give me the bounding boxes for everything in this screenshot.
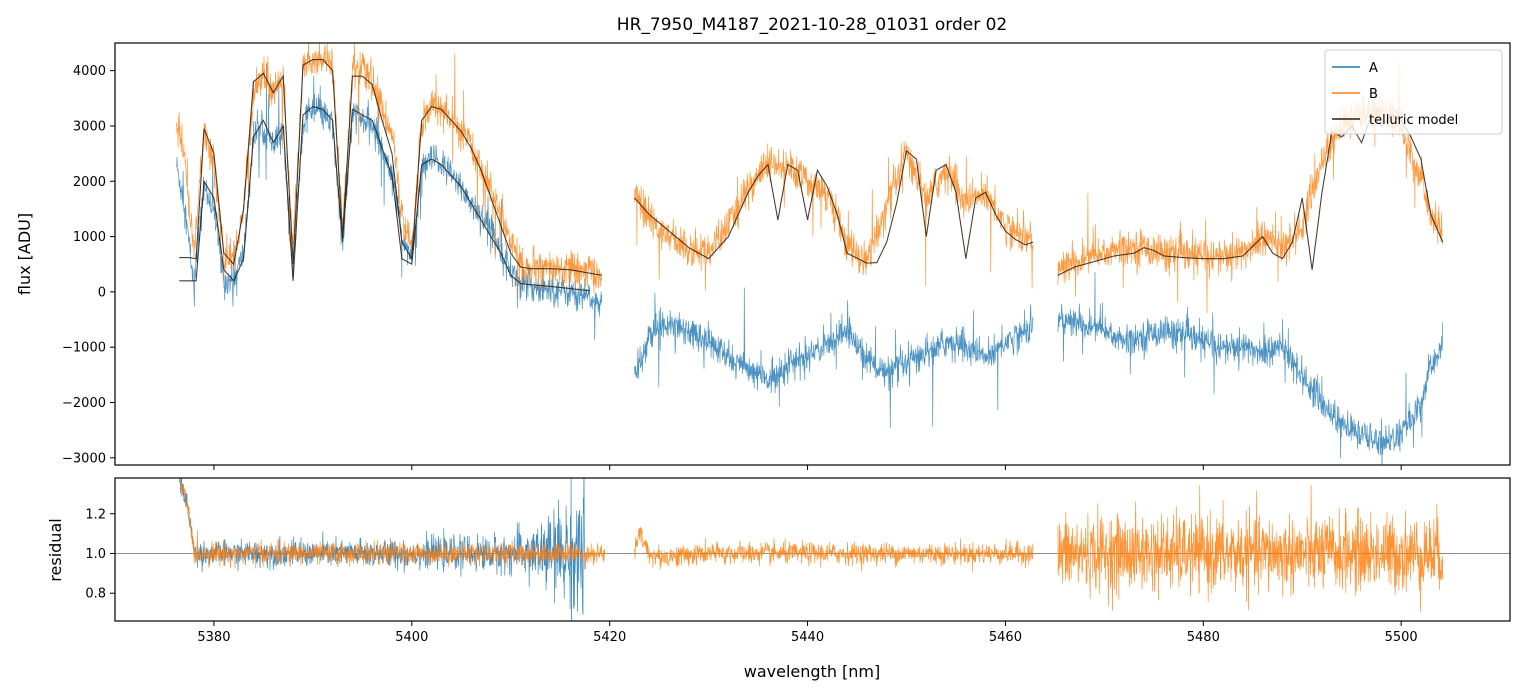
x-tick-label-5420: 5420 <box>593 630 626 645</box>
legend-label-a: A <box>1369 61 1378 76</box>
chart-title: HR_7950_M4187_2021-10-28_01031 order 02 <box>617 15 1007 35</box>
x-tick-label-5400: 5400 <box>395 630 428 645</box>
y-tick-label-3000: 3000 <box>73 119 106 134</box>
series-a-segment-1 <box>634 287 1034 429</box>
residual-series-b-segment-1 <box>634 526 1034 572</box>
series-telluric-model-segment-1 <box>179 59 602 276</box>
legend: A B telluric model <box>1324 49 1503 135</box>
series-telluric-model-segment-2 <box>633 149 1034 264</box>
x-tick-label-5480: 5480 <box>1187 630 1220 645</box>
y-tick-label--2000: −2000 <box>62 396 106 411</box>
y-tick-label-1000: 1000 <box>73 230 106 245</box>
x-tick-label-5380: 5380 <box>197 630 230 645</box>
main-axes-frame <box>114 42 1511 466</box>
legend-label-telluric: telluric model <box>1369 113 1458 128</box>
main-axis-ticks: −3000 −2000 −1000 0 1000 2000 3000 4000 <box>62 64 1402 470</box>
x-tick-label-5440: 5440 <box>791 630 824 645</box>
residual-y-axis-label: residual <box>46 518 65 581</box>
main-plot-area <box>175 43 1444 465</box>
legend-label-b: B <box>1369 87 1378 102</box>
y-tick-label-2000: 2000 <box>73 175 106 190</box>
legend-box <box>1324 49 1503 135</box>
y-tick-label-1.2: 1.2 <box>85 507 106 522</box>
main-y-axis-label: flux [ADU] <box>15 213 34 295</box>
y-tick-label-0.8: 0.8 <box>85 587 106 602</box>
y-tick-label-1: 1.0 <box>85 547 106 562</box>
residual-series-b-segment-2 <box>1057 485 1444 613</box>
series-a-segment-2 <box>1057 271 1444 465</box>
series-a-segment-0 <box>176 63 603 341</box>
series-b-segment-0 <box>175 43 603 298</box>
residual-axes-frame <box>114 477 1511 622</box>
y-tick-label-4000: 4000 <box>73 64 106 79</box>
y-tick-label--3000: −3000 <box>62 451 106 466</box>
y-tick-label--1000: −1000 <box>62 341 106 356</box>
residual-plot-area <box>115 478 1510 621</box>
x-tick-label-5460: 5460 <box>989 630 1022 645</box>
y-tick-label-0: 0 <box>98 285 106 300</box>
residual-axis-ticks: 5380 5400 5420 5440 5460 5480 5500 0.8 1.0 1.2 <box>85 507 1417 645</box>
residual-series-b-segment-0 <box>180 478 606 570</box>
x-tick-label-5500: 5500 <box>1385 630 1418 645</box>
series-telluric-model-segment-0 <box>179 105 590 292</box>
x-axis-label: wavelength [nm] <box>744 662 881 681</box>
